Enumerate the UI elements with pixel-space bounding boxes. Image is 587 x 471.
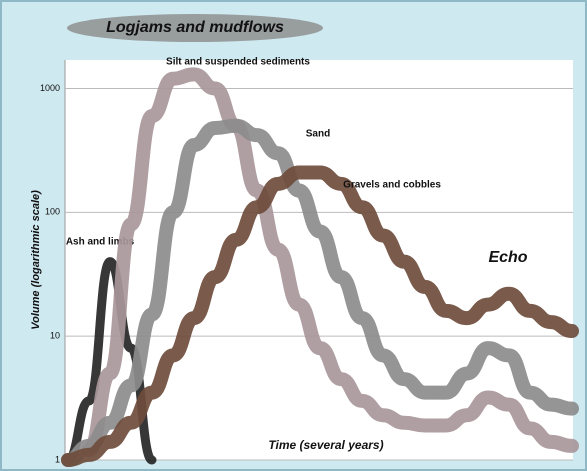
chart: Logjams and mudflows Volume (logarithmic…: [0, 0, 587, 471]
y-tick-label: 100: [45, 207, 60, 217]
x-axis-label: Time (several years): [268, 438, 383, 452]
y-tick-label: 10: [50, 331, 60, 341]
series-label: Sand: [306, 129, 330, 140]
series-label: Gravels and cobbles: [343, 180, 441, 191]
series-label: Silt and suspended sediments: [166, 57, 310, 68]
chart-title: Logjams and mudflows: [106, 19, 284, 36]
annotation: Echo: [488, 249, 527, 266]
y-tick-label: 1: [55, 454, 60, 464]
y-tick-label: 1000: [40, 83, 60, 93]
y-axis-label: Volume (logarithmic scale): [30, 190, 42, 330]
